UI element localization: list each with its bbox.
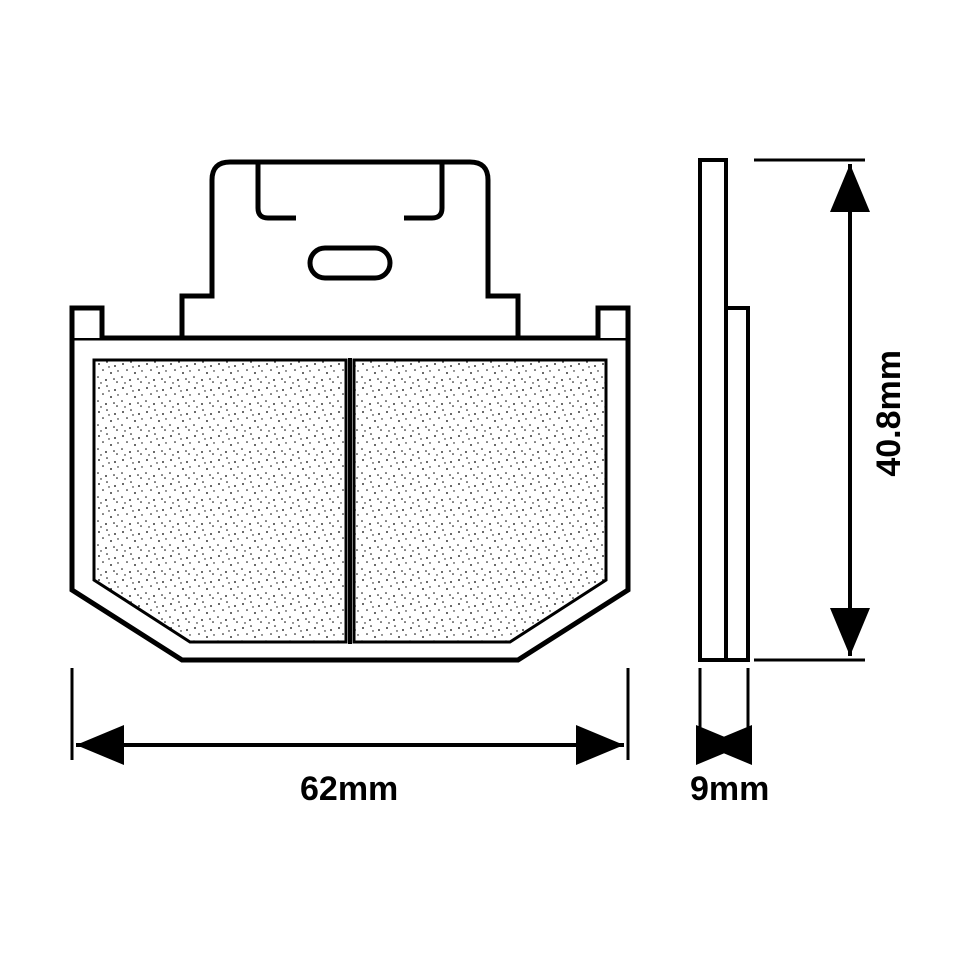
friction-right — [354, 360, 606, 642]
dim-width-label: 62mm — [300, 770, 398, 809]
dim-thickness — [700, 668, 748, 760]
front-view — [72, 162, 628, 660]
pad-top-tab-right — [598, 308, 628, 338]
diagram-frame: 62mm 9mm 40.8mm — [0, 0, 960, 960]
diagram-svg — [0, 0, 960, 960]
side-view — [700, 160, 748, 660]
friction-left — [94, 360, 346, 642]
dim-height-label: 40.8mm — [870, 350, 909, 477]
dim-width — [72, 668, 628, 760]
pad-top-tab-left — [72, 308, 102, 338]
side-backing — [700, 160, 726, 660]
bracket-slot — [310, 248, 390, 278]
dim-height — [754, 160, 865, 660]
dim-thickness-label: 9mm — [690, 770, 769, 809]
side-friction — [726, 308, 748, 660]
